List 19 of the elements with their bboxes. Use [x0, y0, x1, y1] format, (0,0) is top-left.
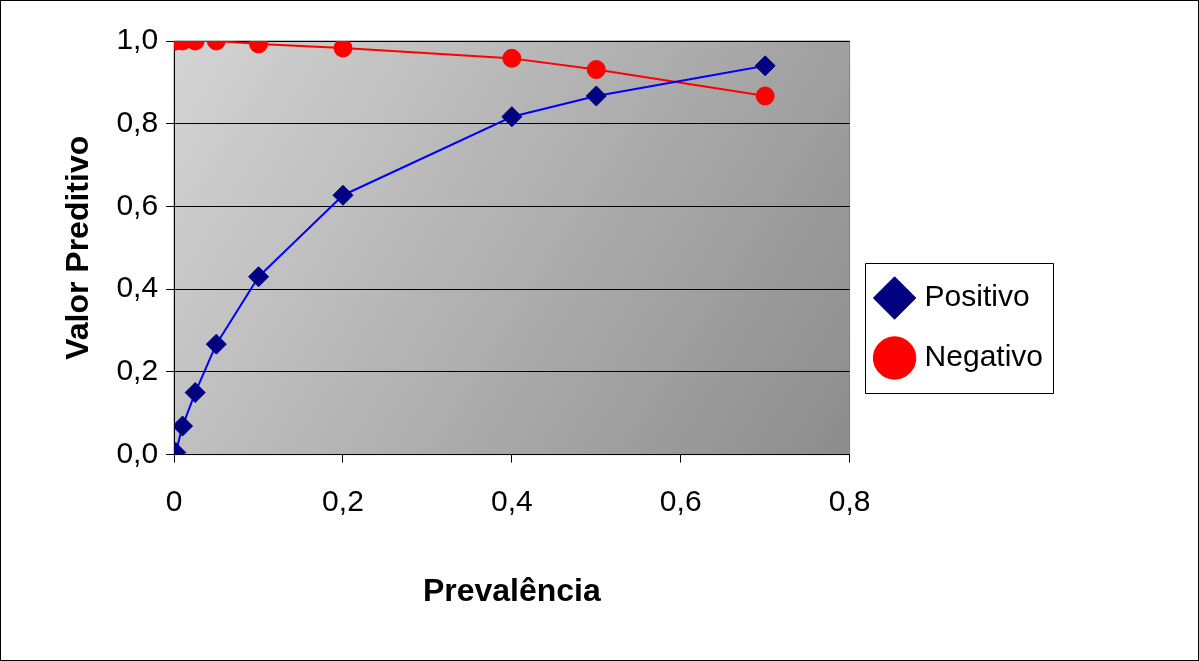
y-tick-label: 1,0 [116, 22, 159, 56]
legend-label: Positivo [924, 279, 1030, 313]
point [586, 60, 606, 80]
y-tick-label: 0,8 [116, 104, 159, 138]
x-tick-label: 0,8 [828, 483, 871, 517]
x-tick-label: 0,4 [490, 483, 533, 517]
x-axis-title: Prevalência [422, 571, 602, 608]
point [502, 48, 522, 68]
y-tick-label: 0,2 [116, 353, 159, 387]
x-tick-label: 0 [165, 483, 183, 517]
y-axis-title: Valor Preditivo [59, 135, 96, 360]
legend-label: Negativo [924, 339, 1043, 373]
point [333, 41, 353, 58]
y-tick-label: 0,0 [116, 435, 159, 469]
x-tick-label: 0,2 [322, 483, 364, 517]
x-tick-label: 0,6 [659, 483, 702, 517]
y-tick-label: 0,6 [116, 187, 159, 221]
point [755, 86, 775, 106]
y-tick-label: 0,4 [116, 270, 159, 304]
